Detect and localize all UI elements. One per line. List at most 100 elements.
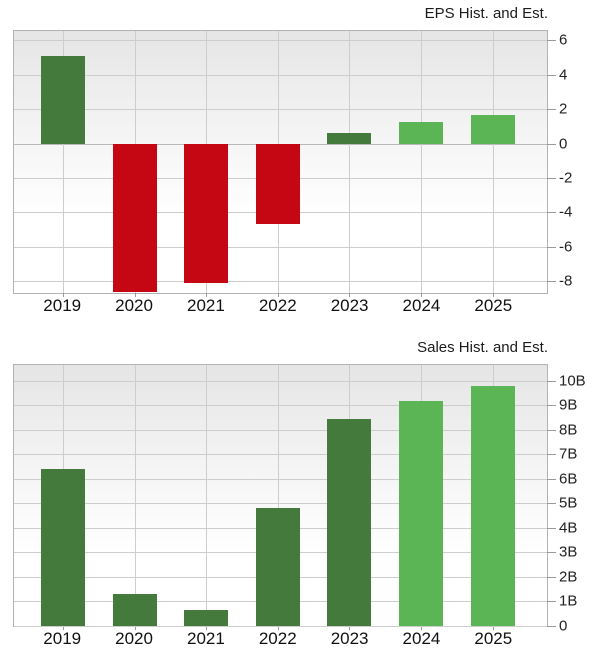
x-tick-mark-2023	[349, 293, 351, 297]
gridline-x-2025	[492, 31, 494, 293]
y-tick-mark-0	[547, 143, 556, 145]
eps-chart-title: EPS Hist. and Est.	[424, 5, 548, 22]
bar-2020	[112, 143, 157, 293]
x-tick-mark-2022	[277, 293, 279, 297]
gridline-x-2022	[277, 365, 279, 626]
sales-chart: Sales Hist. and Est. 10B 9B 8B 7B 6B 5B 4B 3B 2B…	[0, 338, 604, 651]
y-tick-mark-4	[547, 74, 556, 76]
x-axis-label-2020: 2020	[115, 296, 153, 315]
y-tick-label-4B: 4B	[559, 519, 578, 537]
y-tick-label--2: -2	[559, 169, 573, 187]
bar-2023	[327, 133, 372, 144]
y-tick-mark-10B	[547, 380, 556, 382]
y-tick-label-2: 2	[559, 100, 568, 118]
bar-2021	[184, 143, 229, 283]
y-tick-mark-2	[547, 109, 556, 111]
bar-2024	[398, 122, 443, 144]
x-tick-mark-2023	[349, 626, 351, 630]
y-tick-mark-6	[547, 40, 556, 42]
gridline-y-2	[14, 109, 547, 111]
sales-plot-area: 10B 9B 8B 7B 6B 5B 4B 3B 2B 1B 0	[13, 364, 586, 635]
eps-x-axis-labels: 2019 2020 2021 2022 2023 2024 2025	[13, 294, 548, 318]
bar-2022	[255, 143, 300, 225]
x-axis-label-2022: 2022	[258, 296, 297, 315]
x-tick-mark-2025	[492, 626, 494, 630]
y-tick-mark-4B	[547, 527, 556, 529]
x-axis-label-2023: 2023	[330, 629, 369, 648]
bar-2020	[112, 594, 157, 626]
y-tick-label-5B: 5B	[559, 494, 578, 512]
x-tick-mark-2025	[492, 293, 494, 297]
bar-2023	[327, 418, 372, 626]
gridline-y-4	[14, 74, 547, 76]
gridline-y-5B	[14, 503, 547, 505]
x-axis-label-2019: 2019	[43, 296, 82, 315]
x-axis-label-2021: 2021	[186, 296, 225, 315]
y-tick-label-3B: 3B	[559, 543, 578, 561]
gridline-x-2023	[349, 31, 351, 293]
y-tick-label--6: -6	[559, 238, 573, 256]
y-tick-label-7B: 7B	[559, 445, 578, 463]
gridline-y-7B	[14, 454, 547, 456]
eps-chart: EPS Hist. and Est. 6 4 2 0 -2 -4 -6 -8 2019 2020…	[0, 4, 604, 318]
x-tick-mark-2024	[420, 293, 422, 297]
gridline-y-0	[14, 626, 547, 627]
x-axis-label-2023: 2023	[330, 296, 369, 315]
x-tick-mark-2020	[134, 626, 136, 630]
y-tick-mark-8B	[547, 429, 556, 431]
bar-2019	[41, 55, 86, 144]
x-axis-label-2022: 2022	[258, 629, 297, 648]
gridline-y--6	[14, 246, 547, 248]
gridline-y-6	[14, 40, 547, 42]
x-axis-label-2024: 2024	[402, 629, 441, 648]
gridline-y-10B	[14, 380, 547, 382]
x-tick-mark-2024	[420, 626, 422, 630]
gridline-x-2020	[134, 365, 136, 626]
y-tick-mark-6B	[547, 478, 556, 480]
y-tick-label-0: 0	[559, 617, 568, 635]
y-tick-mark--4	[547, 212, 556, 214]
bar-2024	[398, 400, 443, 626]
bar-2019	[41, 469, 86, 626]
y-tick-mark-5B	[547, 503, 556, 505]
gridline-y-6B	[14, 478, 547, 480]
y-tick-mark--8	[547, 280, 556, 282]
y-tick-label--4: -4	[559, 203, 573, 221]
x-axis-label-2025: 2025	[474, 629, 513, 648]
gridline-y-8B	[14, 429, 547, 431]
x-axis-label-2024: 2024	[402, 296, 441, 315]
x-tick-mark-2019	[63, 293, 65, 297]
gridline-x-2024	[420, 31, 422, 293]
gridline-y--8	[14, 280, 547, 282]
x-axis-label-2019: 2019	[43, 629, 82, 648]
bar-2025	[470, 385, 515, 626]
sales-x-axis-labels: 2019 2020 2021 2022 2023 2024 2025	[13, 627, 548, 651]
gridline-y-9B	[14, 405, 547, 407]
y-tick-label--8: -8	[559, 272, 573, 290]
y-tick-mark-0	[547, 626, 556, 627]
y-tick-mark-7B	[547, 454, 556, 456]
x-axis-label-2021: 2021	[186, 629, 225, 648]
x-axis-label-2020: 2020	[115, 629, 153, 648]
bar-2021	[184, 610, 229, 626]
y-tick-mark-3B	[547, 552, 556, 554]
y-tick-label-8B: 8B	[559, 421, 578, 439]
sales-chart-title: Sales Hist. and Est.	[417, 339, 548, 356]
x-tick-mark-2020	[134, 293, 136, 297]
bar-2025	[470, 115, 515, 144]
bar-2022	[255, 508, 300, 626]
x-tick-mark-2021	[206, 293, 208, 297]
y-tick-label-6B: 6B	[559, 470, 578, 488]
y-tick-label-6: 6	[559, 31, 568, 49]
y-tick-label-10B: 10B	[559, 372, 586, 390]
x-tick-mark-2021	[206, 626, 208, 630]
y-tick-mark--2	[547, 177, 556, 179]
y-tick-mark-1B	[547, 601, 556, 603]
x-tick-mark-2022	[277, 626, 279, 630]
y-tick-mark-9B	[547, 405, 556, 407]
y-tick-label-9B: 9B	[559, 396, 578, 414]
y-tick-mark--6	[547, 246, 556, 248]
x-axis-label-2025: 2025	[474, 296, 513, 315]
y-tick-label-1B: 1B	[559, 592, 578, 610]
y-tick-mark-2B	[547, 576, 556, 578]
